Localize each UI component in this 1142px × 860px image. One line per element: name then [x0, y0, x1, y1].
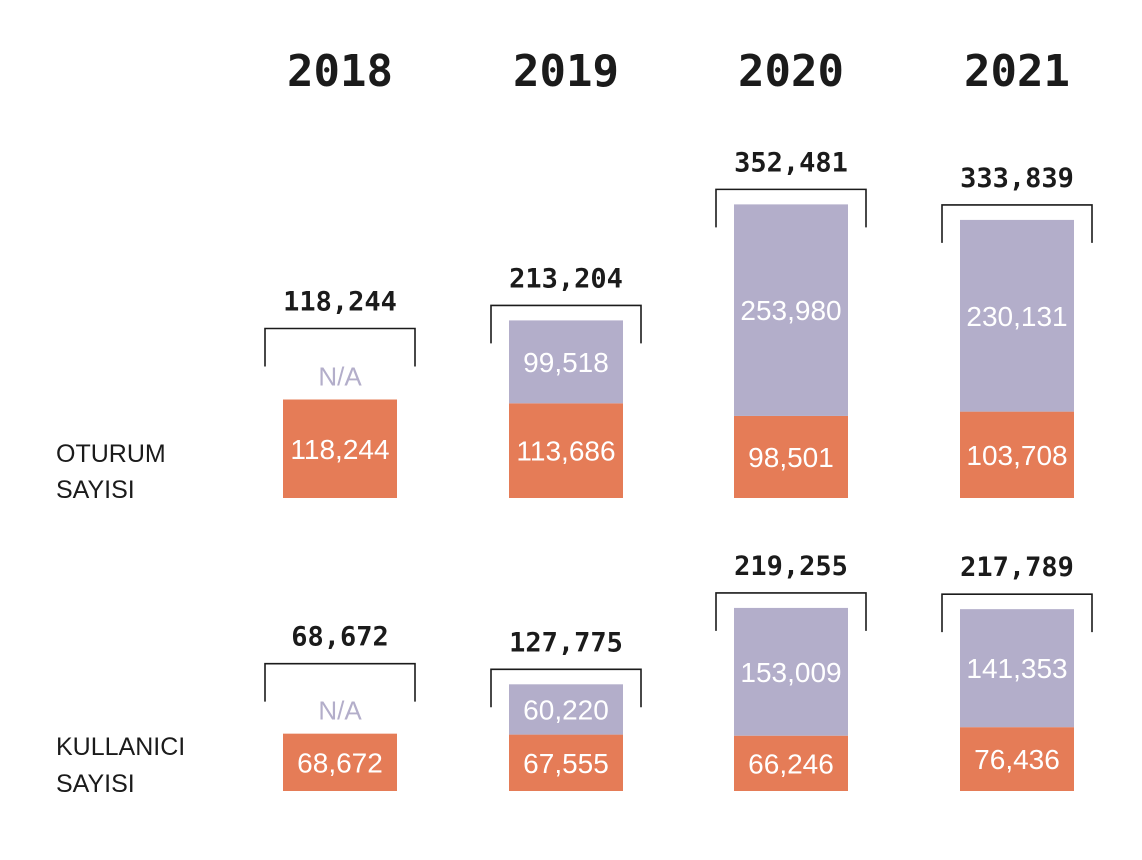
total-bracket	[941, 204, 1093, 243]
bar-bottom-segment	[509, 734, 623, 791]
bar-bottom-segment	[283, 733, 397, 791]
bar-top-segment	[509, 684, 623, 735]
total-bracket	[490, 304, 642, 344]
bar-top-segment	[509, 320, 623, 404]
total-label: 217,789	[960, 552, 1074, 583]
bar-top-label: 253,980	[740, 295, 841, 326]
total-label: 127,775	[509, 627, 623, 658]
bar-bottom-label: 113,686	[516, 436, 615, 467]
bar-top-label: 230,131	[966, 301, 1067, 332]
bar-group-0-2019: 113,686 99,518 213,204	[490, 263, 642, 498]
bar-bottom-segment	[734, 415, 848, 498]
year-header-2018: 2018	[287, 46, 393, 97]
row-label-0-line-0: OTURUM	[56, 440, 166, 468]
row-labels: OTURUM SAYISI KULLANICI SAYISI	[56, 440, 185, 798]
row-label-1-line-0: KULLANICI	[56, 733, 185, 761]
bar-group-0-2020: 98,501 253,980 352,481	[715, 147, 867, 498]
bar-bottom-segment	[283, 399, 397, 498]
bar-bottom-label: 76,436	[974, 744, 1060, 775]
bar-bottom-label: 66,246	[748, 748, 834, 779]
bar-group-1-2020: 66,246 153,009 219,255	[715, 551, 867, 791]
bar-bottom-label: 68,672	[297, 747, 383, 778]
total-bracket	[941, 593, 1093, 633]
year-header-2021: 2021	[964, 46, 1070, 97]
bar-top-label: 153,009	[740, 657, 841, 688]
total-bracket	[715, 592, 867, 631]
bar-top-segment	[734, 204, 848, 416]
bar-bottom-segment	[734, 735, 848, 791]
total-label: 333,839	[960, 163, 1074, 194]
bar-bottom-label: 98,501	[748, 442, 834, 473]
bar-group-1-2018: 68,672 N/A 68,672	[264, 622, 416, 791]
bar-bottom-segment	[960, 727, 1074, 791]
year-headers: 2018 2019 2020 2021	[287, 46, 1070, 97]
row-label-1-line-1: SAYISI	[56, 770, 135, 798]
bar-top-label: 141,353	[966, 653, 1067, 684]
bars: 118,244 N/A 118,244 113,686 99,518 213,204 98,…	[264, 147, 1093, 791]
total-bracket	[264, 327, 416, 367]
bar-bottom-segment	[960, 411, 1074, 498]
year-header-2020: 2020	[738, 46, 844, 97]
bar-top-label: 60,220	[523, 694, 609, 725]
total-label: 213,204	[509, 263, 623, 294]
bar-bottom-segment	[509, 403, 623, 498]
total-bracket	[490, 668, 642, 708]
row-label-0-line-1: SAYISI	[56, 476, 135, 504]
bar-group-1-2021: 76,436 141,353 217,789	[941, 552, 1093, 791]
total-label: 352,481	[734, 147, 848, 178]
year-header-2019: 2019	[513, 46, 619, 97]
bar-group-0-2021: 103,708 230,131 333,839	[941, 163, 1093, 498]
total-bracket	[264, 662, 416, 702]
bar-top-segment	[960, 609, 1074, 728]
bar-bottom-label: 67,555	[523, 748, 609, 779]
total-label: 219,255	[734, 551, 848, 582]
bar-group-1-2019: 67,555 60,220 127,775	[490, 627, 642, 791]
bar-na-label: N/A	[318, 362, 362, 392]
bar-top-segment	[960, 219, 1074, 412]
total-bracket	[715, 188, 867, 228]
total-label: 118,244	[283, 287, 397, 318]
bar-bottom-label: 103,708	[966, 440, 1067, 471]
bar-na-label: N/A	[318, 696, 362, 726]
bar-group-0-2018: 118,244 N/A 118,244	[264, 287, 416, 498]
bar-top-segment	[734, 607, 848, 736]
bar-top-label: 99,518	[523, 347, 609, 378]
total-label: 68,672	[291, 622, 389, 653]
bar-bottom-label: 118,244	[290, 434, 389, 465]
